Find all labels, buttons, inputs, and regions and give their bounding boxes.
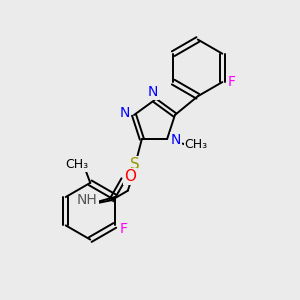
Text: NH: NH bbox=[77, 193, 98, 207]
Text: N: N bbox=[171, 133, 181, 147]
Text: F: F bbox=[120, 222, 128, 236]
Text: S: S bbox=[130, 157, 140, 172]
Text: O: O bbox=[124, 169, 136, 184]
Text: N: N bbox=[148, 85, 158, 99]
Text: CH₃: CH₃ bbox=[65, 158, 88, 171]
Text: CH₃: CH₃ bbox=[184, 139, 208, 152]
Text: F: F bbox=[228, 75, 236, 89]
Text: N: N bbox=[120, 106, 130, 121]
